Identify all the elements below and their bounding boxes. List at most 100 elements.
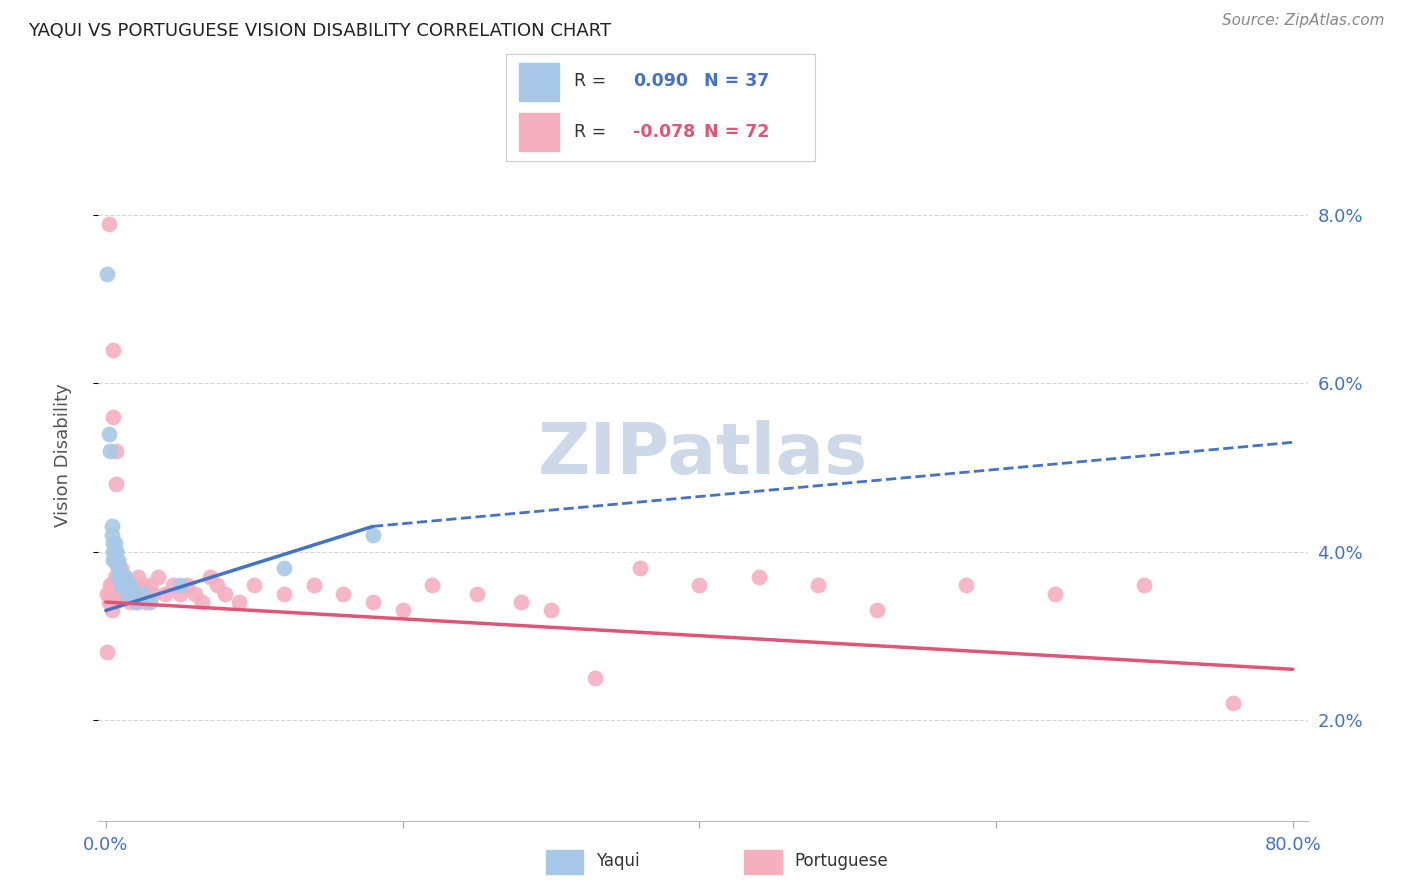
Point — [146, 570, 169, 584]
Point — [273, 587, 295, 601]
Point — [110, 578, 132, 592]
Point — [628, 561, 651, 575]
Point — [132, 587, 155, 601]
Point — [125, 595, 148, 609]
Point — [96, 267, 118, 281]
Point — [114, 578, 136, 592]
Point — [104, 536, 127, 550]
Point — [117, 587, 139, 601]
Point — [122, 578, 145, 592]
Point — [111, 578, 134, 592]
Point — [103, 578, 125, 592]
Point — [97, 217, 120, 231]
Text: -0.078: -0.078 — [633, 123, 695, 141]
Point — [110, 570, 132, 584]
Point — [121, 587, 143, 601]
Text: 0.090: 0.090 — [633, 72, 688, 90]
Point — [105, 553, 128, 567]
FancyBboxPatch shape — [519, 63, 558, 101]
Point — [100, 578, 122, 592]
Point — [108, 561, 131, 575]
Point — [108, 587, 131, 601]
Point — [332, 587, 354, 601]
Point — [100, 528, 122, 542]
Point — [124, 587, 146, 601]
Point — [110, 570, 132, 584]
Point — [121, 587, 143, 601]
Point — [104, 544, 127, 558]
Y-axis label: Vision Disability: Vision Disability — [53, 383, 72, 527]
Point — [1045, 587, 1067, 601]
Text: N = 72: N = 72 — [704, 123, 769, 141]
Point — [107, 561, 129, 575]
Point — [124, 595, 146, 609]
Point — [955, 578, 977, 592]
Text: ZIPatlas: ZIPatlas — [538, 420, 868, 490]
Point — [98, 595, 121, 609]
Point — [540, 603, 562, 617]
Point — [176, 578, 198, 592]
Point — [510, 595, 533, 609]
Point — [107, 570, 129, 584]
Point — [100, 603, 122, 617]
Point — [361, 595, 384, 609]
Text: YAQUI VS PORTUGUESE VISION DISABILITY CORRELATION CHART: YAQUI VS PORTUGUESE VISION DISABILITY CO… — [28, 22, 612, 40]
Point — [465, 587, 488, 601]
Point — [108, 570, 131, 584]
Point — [97, 426, 120, 441]
Point — [107, 553, 129, 567]
Point — [153, 587, 176, 601]
Point — [688, 578, 710, 592]
Point — [583, 671, 606, 685]
Point — [105, 544, 128, 558]
Point — [100, 519, 122, 533]
Point — [112, 578, 135, 592]
Point — [104, 570, 127, 584]
Point — [139, 578, 162, 592]
Point — [110, 587, 132, 601]
Point — [103, 536, 125, 550]
Point — [1222, 696, 1244, 710]
Point — [1133, 578, 1156, 592]
Point — [103, 544, 125, 558]
Point — [273, 561, 295, 575]
Point — [103, 410, 125, 425]
Point — [96, 587, 118, 601]
Point — [866, 603, 889, 617]
Point — [135, 595, 157, 609]
Point — [105, 443, 128, 458]
Point — [142, 587, 165, 601]
Point — [97, 595, 120, 609]
Point — [103, 553, 125, 567]
Point — [205, 578, 228, 592]
Point — [105, 477, 128, 491]
Point — [107, 578, 129, 592]
Point — [96, 645, 118, 659]
Point — [112, 578, 135, 592]
Point — [361, 528, 384, 542]
Text: R =: R = — [574, 123, 606, 141]
Point — [214, 587, 236, 601]
Text: R =: R = — [574, 72, 606, 90]
Point — [184, 587, 207, 601]
Point — [114, 570, 136, 584]
Point — [110, 561, 132, 575]
Point — [103, 343, 125, 357]
Point — [111, 570, 134, 584]
Point — [139, 595, 162, 609]
Point — [191, 595, 214, 609]
Text: Source: ZipAtlas.com: Source: ZipAtlas.com — [1222, 13, 1385, 29]
Point — [748, 570, 770, 584]
Point — [98, 443, 121, 458]
Point — [243, 578, 266, 592]
FancyBboxPatch shape — [519, 113, 558, 151]
Point — [107, 561, 129, 575]
Point — [118, 578, 141, 592]
Point — [132, 578, 155, 592]
Point — [127, 570, 149, 584]
Point — [104, 595, 127, 609]
Point — [120, 578, 142, 592]
Point — [98, 587, 121, 601]
Point — [105, 578, 128, 592]
Point — [198, 570, 221, 584]
